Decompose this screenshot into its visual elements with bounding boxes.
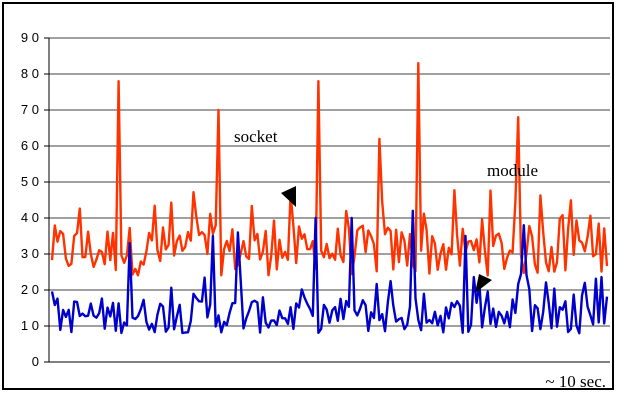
y-tick-label-10: 1 0 bbox=[21, 318, 39, 333]
y-tick-label-20: 2 0 bbox=[21, 282, 39, 297]
y-tick-label-80: 8 0 bbox=[21, 66, 39, 81]
series-line-module bbox=[50, 209, 609, 335]
series-layer bbox=[50, 62, 609, 335]
y-tick-label-50: 5 0 bbox=[21, 174, 39, 189]
annotation-module-arrow bbox=[475, 274, 492, 293]
series-line-socket bbox=[50, 62, 609, 277]
gridlines bbox=[49, 37, 610, 327]
y-tick-label-60: 6 0 bbox=[21, 138, 39, 153]
y-tick-label-90: 9 0 bbox=[21, 30, 39, 45]
annotation-socket-arrow bbox=[281, 186, 296, 207]
x-axis-label: ~ 10 sec. bbox=[545, 372, 606, 391]
y-axis-ticks: 0 1 0 2 0 3 0 4 0 5 0 6 0 7 0 8 0 9 0 bbox=[21, 30, 49, 369]
y-tick-label-0: 0 bbox=[32, 354, 39, 369]
y-tick-label-70: 7 0 bbox=[21, 102, 39, 117]
annotation-socket: socket bbox=[234, 127, 278, 146]
y-tick-label-30: 3 0 bbox=[21, 246, 39, 261]
annotation-module: module bbox=[487, 161, 538, 180]
y-tick-label-40: 4 0 bbox=[21, 210, 39, 225]
